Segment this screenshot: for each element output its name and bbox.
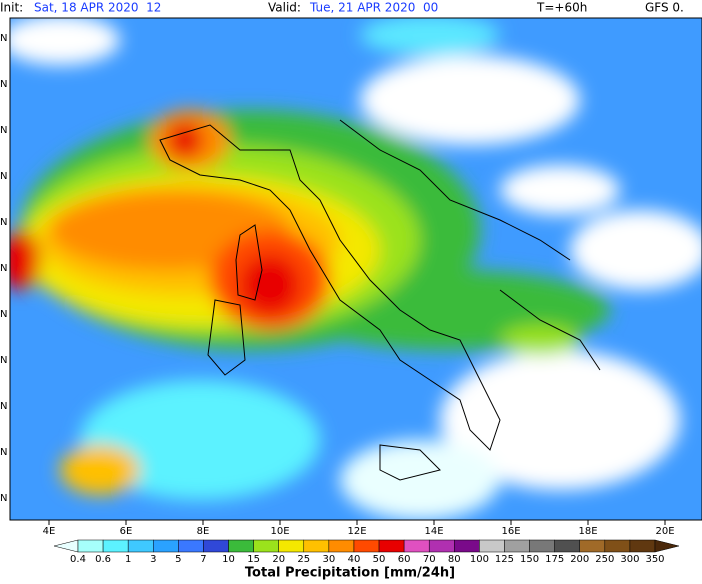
init-time: Sat, 18 APR 2020 12	[34, 1, 161, 15]
lat-label: N	[0, 79, 7, 90]
colorbar-swatch	[278, 539, 305, 553]
colorbar-label: 30	[323, 554, 336, 565]
colorbar-swatch	[253, 539, 279, 553]
lon-label: 10E	[270, 526, 289, 537]
colorbar-label: 15	[247, 554, 260, 565]
lat-label: N	[0, 309, 7, 320]
colorbar-label: 70	[423, 554, 436, 565]
colorbar-label: 125	[495, 554, 514, 565]
colorbar-swatch	[454, 539, 480, 553]
colorbar-swatch	[504, 539, 530, 553]
lat-label: N	[0, 401, 7, 412]
colorbar-label: 1	[125, 554, 131, 565]
precip-field	[10, 18, 702, 520]
colorbar-label: 200	[570, 554, 589, 565]
map-frame	[9, 17, 702, 521]
colorbar-swatch	[629, 539, 656, 553]
colorbar-swatch	[328, 539, 355, 553]
colorbar-swatch	[303, 539, 330, 553]
lon-label: 8E	[197, 526, 210, 537]
lon-label: 6E	[120, 526, 133, 537]
colorbar-label: 0.6	[95, 554, 111, 565]
colorbar-label: 80	[448, 554, 461, 565]
colorbar-label: 60	[398, 554, 411, 565]
colorbar-swatch	[529, 539, 555, 553]
colorbar-label: 100	[470, 554, 489, 565]
colorbar-swatch	[378, 539, 405, 553]
lat-label: N	[0, 493, 7, 504]
lon-label: 14E	[424, 526, 443, 537]
colorbar-swatch	[203, 539, 229, 553]
valid-time: Tue, 21 APR 2020 00	[309, 1, 438, 15]
colorbar-swatch	[403, 539, 430, 553]
colorbar-label: 175	[545, 554, 564, 565]
colorbar-swatch	[102, 539, 129, 553]
lat-label: N	[0, 33, 7, 44]
lat-label: N	[0, 125, 7, 136]
colorbar-label: 25	[297, 554, 310, 565]
colorbar-label: 5	[175, 554, 181, 565]
colorbar-swatch	[579, 539, 606, 553]
colorbar-label: 40	[348, 554, 361, 565]
lat-label: N	[0, 355, 7, 366]
colorbar-swatch	[604, 539, 631, 553]
colorbar-swatch	[353, 539, 380, 553]
colorbar-label: 3	[150, 554, 156, 565]
colorbar-swatch	[77, 539, 104, 553]
colorbar-label: 250	[595, 554, 614, 565]
colorbar-swatch	[178, 539, 204, 553]
colorbar-label: 300	[620, 554, 639, 565]
colorbar-swatch	[428, 539, 455, 553]
colorbar-swatch	[554, 539, 580, 553]
colorbar-arrow	[654, 539, 680, 553]
colorbar-label: 0.4	[70, 554, 86, 565]
colorbar-swatch	[479, 539, 505, 553]
lon-label: 20E	[655, 526, 674, 537]
coastlines	[159, 119, 601, 481]
lon-label: 12E	[347, 526, 366, 537]
colorbar-label: 50	[373, 554, 386, 565]
colorbar-swatch	[228, 539, 254, 553]
lon-label: 18E	[578, 526, 597, 537]
colorbar-label: 350	[645, 554, 664, 565]
colorbar-title: Total Precipitation [mm/24h]	[245, 566, 455, 581]
forecast-step: T=+60h	[536, 1, 587, 15]
colorbar-swatch	[153, 539, 179, 553]
colorbar-label: 20	[272, 554, 285, 565]
lat-label: N	[0, 263, 7, 274]
lon-label: 4E	[43, 526, 56, 537]
valid-label: Valid:	[268, 1, 301, 15]
colorbar-label: 7	[200, 554, 206, 565]
lat-label: N	[0, 217, 7, 228]
colorbar-swatch	[127, 539, 154, 553]
lat-label: N	[0, 171, 7, 182]
colorbar-label: 10	[222, 554, 235, 565]
colorbar-arrow	[53, 539, 79, 553]
init-label: Init:	[0, 1, 23, 15]
model-name: GFS 0.	[645, 1, 684, 15]
lat-label: N	[0, 447, 7, 458]
colorbar-label: 150	[520, 554, 539, 565]
lon-label: 16E	[501, 526, 520, 537]
